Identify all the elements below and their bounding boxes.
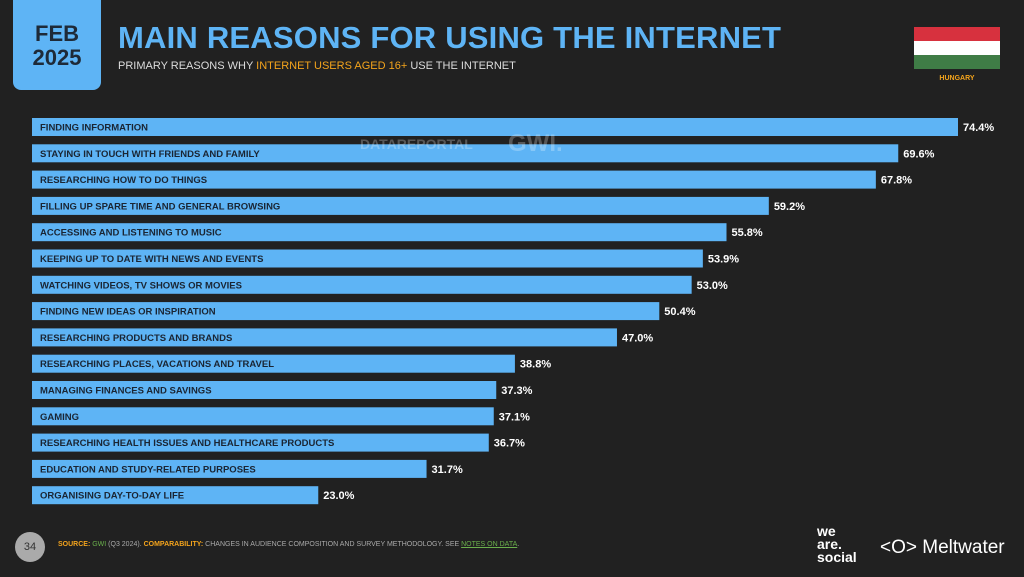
- bar-value-label: 23.0%: [323, 490, 354, 502]
- bar-value-label: 74.4%: [963, 122, 994, 134]
- bar-category-label: ACCESSING AND LISTENING TO MUSIC: [40, 228, 222, 239]
- bar: [32, 328, 617, 347]
- bar-category-label: STAYING IN TOUCH WITH FRIENDS AND FAMILY: [40, 149, 260, 160]
- meltwater-icon: <O>: [880, 537, 917, 558]
- bar: [32, 249, 703, 268]
- bar-value-label: 37.3%: [501, 385, 532, 397]
- bar-value-label: 67.8%: [881, 175, 912, 187]
- bar-category-label: MANAGING FINANCES AND SAVINGS: [40, 386, 212, 397]
- bar-category-label: ORGANISING DAY-TO-DAY LIFE: [40, 491, 184, 502]
- bar-value-label: 55.8%: [732, 227, 763, 239]
- bar: [32, 486, 319, 505]
- bar-category-label: RESEARCHING PRODUCTS AND BRANDS: [40, 333, 232, 344]
- bar: [32, 354, 515, 373]
- page-number: 34: [15, 532, 45, 562]
- date-month: FEB: [35, 21, 79, 46]
- watermark-datareportal: DATAREPORTAL: [360, 136, 473, 152]
- date-badge: FEB 2025: [13, 0, 101, 90]
- date-year: 2025: [32, 45, 82, 70]
- bar-category-label: FINDING NEW IDEAS OR INSPIRATION: [40, 307, 216, 318]
- comparability-label: COMPARABILITY:: [143, 541, 204, 548]
- subtitle-highlight: INTERNET USERS AGED 16+: [256, 60, 408, 72]
- bar: [32, 407, 494, 426]
- bar-category-label: FINDING INFORMATION: [40, 123, 148, 134]
- bar: [32, 196, 769, 215]
- subtitle: PRIMARY REASONS WHY INTERNET USERS AGED …: [118, 60, 516, 72]
- bar-category-label: GAMING: [40, 412, 79, 423]
- bar-value-label: 53.9%: [708, 254, 739, 266]
- source-detail: (Q3 2024).: [106, 541, 144, 548]
- bar-value-label: 50.4%: [664, 306, 695, 318]
- bar-category-label: EDUCATION AND STUDY-RELATED PURPOSES: [40, 464, 256, 475]
- bar: [32, 459, 427, 478]
- bar-category-label: RESEARCHING PLACES, VACATIONS AND TRAVEL: [40, 359, 274, 370]
- bar: [32, 118, 958, 136]
- bar-value-label: 37.1%: [499, 411, 530, 423]
- bar-value-label: 53.0%: [697, 280, 728, 292]
- bar-value-label: 69.6%: [903, 148, 934, 160]
- subtitle-post: USE THE INTERNET: [407, 60, 516, 72]
- bar: [32, 170, 876, 189]
- we-are-social-logo: we are. social: [817, 523, 857, 565]
- bar: [32, 381, 497, 399]
- bar-category-label: RESEARCHING HOW TO DO THINGS: [40, 175, 207, 186]
- bar-category-label: WATCHING VIDEOS, TV SHOWS OR MOVIES: [40, 280, 242, 291]
- bar-value-label: 31.7%: [432, 464, 463, 476]
- footer-source: SOURCE: GWI (Q3 2024). COMPARABILITY: CH…: [58, 541, 519, 548]
- notes-on-data-link[interactable]: NOTES ON DATA: [461, 541, 518, 548]
- meltwater-text: Meltwater: [922, 537, 1005, 558]
- meltwater-logo: <O> Meltwater: [880, 537, 1005, 559]
- bar-value-label: 47.0%: [622, 332, 653, 344]
- bar-category-label: RESEARCHING HEALTH ISSUES AND HEALTHCARE…: [40, 438, 334, 449]
- bar: [32, 144, 899, 163]
- hungary-flag-icon: [914, 27, 1000, 69]
- bar-value-label: 36.7%: [494, 438, 525, 450]
- bar-value-label: 38.8%: [520, 359, 551, 371]
- bar-category-label: KEEPING UP TO DATE WITH NEWS AND EVENTS: [40, 254, 263, 265]
- bar: [32, 302, 660, 321]
- bar: [32, 433, 489, 452]
- comparability-text: CHANGES IN AUDIENCE COMPOSITION AND SURV…: [203, 541, 462, 548]
- watermark-gwi: GWI.: [508, 130, 563, 157]
- source-label: SOURCE:: [58, 541, 91, 548]
- country-label: HUNGARY: [939, 75, 975, 82]
- page-title: MAIN REASONS FOR USING THE INTERNET: [118, 20, 782, 55]
- bar-category-label: FILLING UP SPARE TIME AND GENERAL BROWSI…: [40, 201, 280, 212]
- footer-end: .: [517, 541, 520, 548]
- logo-line: we: [817, 523, 836, 539]
- bar-value-label: 59.2%: [774, 201, 805, 213]
- source-link[interactable]: GWI: [92, 541, 107, 548]
- subtitle-pre: PRIMARY REASONS WHY: [118, 60, 257, 72]
- logo-line: social: [817, 549, 857, 565]
- logo-line: are.: [817, 536, 842, 552]
- bar: [32, 275, 692, 294]
- bar: [32, 223, 727, 242]
